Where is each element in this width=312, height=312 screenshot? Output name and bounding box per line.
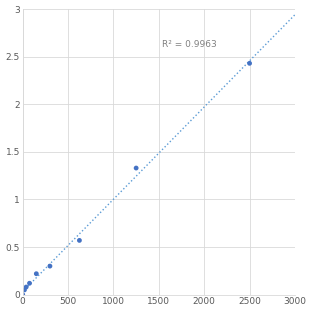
Text: R² = 0.9963: R² = 0.9963 bbox=[162, 40, 216, 49]
Point bbox=[247, 61, 252, 66]
Point bbox=[77, 238, 82, 243]
Point bbox=[134, 166, 139, 171]
Point bbox=[27, 281, 32, 286]
Point bbox=[47, 264, 52, 269]
Point bbox=[24, 285, 29, 290]
Point bbox=[22, 287, 27, 292]
Point bbox=[34, 271, 39, 276]
Point bbox=[20, 292, 25, 297]
